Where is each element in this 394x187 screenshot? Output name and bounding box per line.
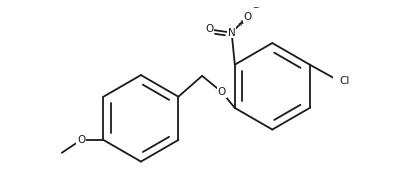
Text: O: O bbox=[217, 87, 226, 97]
Text: O: O bbox=[205, 24, 213, 34]
Text: O: O bbox=[77, 135, 85, 145]
Text: N: N bbox=[228, 28, 236, 38]
Text: −: − bbox=[253, 3, 259, 12]
Text: +: + bbox=[237, 19, 243, 28]
Text: Cl: Cl bbox=[339, 76, 350, 86]
Text: O: O bbox=[243, 12, 252, 22]
